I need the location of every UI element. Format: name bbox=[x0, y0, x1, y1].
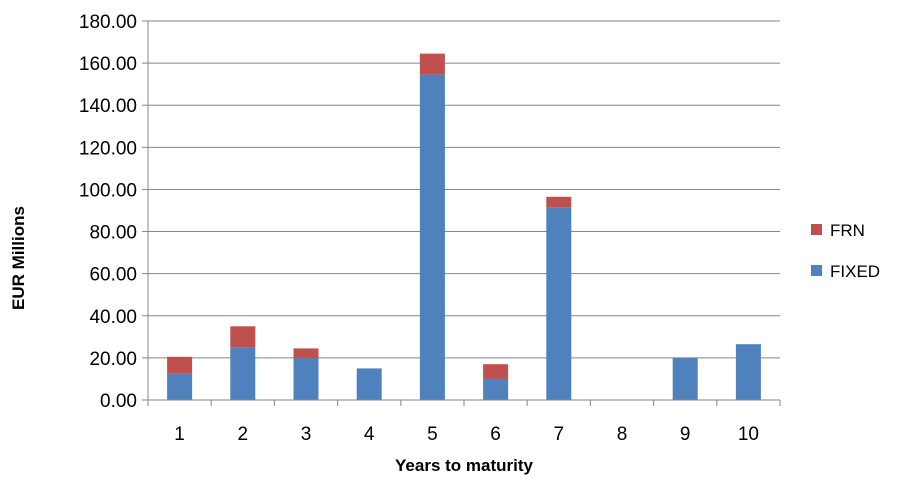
y-tick-label: 160.00 bbox=[79, 54, 137, 75]
legend-swatch-fixed bbox=[811, 265, 822, 276]
bar-frn-1 bbox=[167, 356, 193, 374]
x-tick-label: 2 bbox=[238, 424, 249, 445]
x-tick-label: 6 bbox=[490, 424, 501, 445]
y-tick-labels: 0.00 20.00 40.00 60.00 80.00 100.00 120.00 140.… bbox=[79, 12, 137, 412]
bar-frn-3 bbox=[293, 348, 319, 358]
bar-frn-6 bbox=[483, 364, 509, 379]
bar-frn-2 bbox=[230, 326, 256, 348]
legend-swatch-frn bbox=[811, 224, 822, 235]
bar-fixed-2 bbox=[230, 347, 256, 400]
x-tick-label: 5 bbox=[427, 424, 438, 445]
bar-fixed-3 bbox=[293, 357, 319, 400]
axes bbox=[147, 21, 781, 406]
bar-fixed-10 bbox=[735, 344, 761, 400]
legend: FRN FIXED bbox=[811, 221, 880, 281]
y-tick-label: 20.00 bbox=[89, 349, 137, 370]
y-tick-label: 40.00 bbox=[89, 307, 137, 328]
y-tick-label: 140.00 bbox=[79, 96, 137, 117]
x-tick-label: 1 bbox=[174, 424, 185, 445]
bar-fixed-9 bbox=[672, 357, 698, 400]
x-tick-label: 10 bbox=[738, 424, 759, 445]
y-tick-label: 60.00 bbox=[89, 265, 137, 286]
bar-fixed-1 bbox=[167, 373, 193, 400]
bar-fixed-5 bbox=[419, 74, 445, 401]
x-tick-label: 4 bbox=[364, 424, 375, 445]
x-tick-label: 9 bbox=[680, 424, 691, 445]
x-tick-label: 8 bbox=[617, 424, 628, 445]
x-tick-labels: 1 2 3 4 5 6 7 8 9 10 bbox=[174, 424, 759, 445]
legend-label-fixed: FIXED bbox=[830, 262, 880, 281]
bar-fixed-4 bbox=[356, 368, 382, 400]
y-tick-label: 120.00 bbox=[79, 138, 137, 159]
bar-fixed-7 bbox=[546, 207, 572, 400]
bars bbox=[167, 53, 761, 401]
x-tick-label: 3 bbox=[301, 424, 312, 445]
y-tick-label: 0.00 bbox=[100, 391, 137, 412]
y-tick-label: 100.00 bbox=[79, 180, 137, 201]
y-tick-label: 80.00 bbox=[89, 223, 137, 244]
bar-frn-7 bbox=[546, 196, 572, 208]
x-tick-label: 7 bbox=[554, 424, 565, 445]
y-tick-label: 180.00 bbox=[79, 12, 137, 33]
legend-label-frn: FRN bbox=[830, 221, 865, 240]
y-axis-title: EUR Millions bbox=[9, 206, 28, 310]
bar-frn-5 bbox=[419, 53, 445, 75]
x-axis-title: Years to maturity bbox=[395, 456, 533, 475]
bar-fixed-6 bbox=[483, 378, 509, 400]
